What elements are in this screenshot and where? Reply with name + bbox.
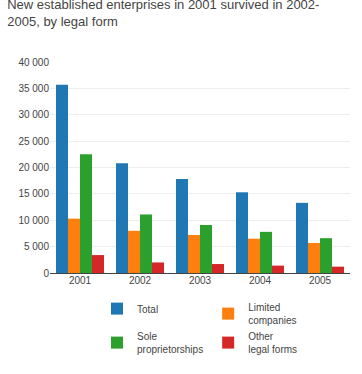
- svg-text:15 000: 15 000: [18, 188, 49, 199]
- svg-text:0: 0: [43, 268, 49, 279]
- svg-text:New established enterprises in: New established enterprises in 2001 surv…: [7, 0, 319, 29]
- svg-text:25 000: 25 000: [18, 136, 49, 147]
- svg-text:5 000: 5 000: [24, 241, 49, 252]
- svg-text:2003: 2003: [189, 275, 212, 286]
- svg-text:2004: 2004: [249, 275, 272, 286]
- svg-text:20 000: 20 000: [18, 162, 49, 173]
- svg-text:Otherlegal forms: Otherlegal forms: [248, 331, 297, 355]
- svg-text:Total: Total: [137, 304, 158, 315]
- svg-text:Soleproprietorships: Soleproprietorships: [137, 331, 203, 355]
- svg-text:2002: 2002: [129, 275, 152, 286]
- svg-text:40 000: 40 000: [18, 57, 49, 68]
- svg-text:35 000: 35 000: [18, 83, 49, 94]
- svg-text:2005: 2005: [309, 275, 332, 286]
- svg-text:Limitedcompanies: Limitedcompanies: [248, 302, 296, 326]
- svg-text:10 000: 10 000: [18, 215, 49, 226]
- svg-text:30 000: 30 000: [18, 109, 49, 120]
- svg-text:2001: 2001: [69, 275, 92, 286]
